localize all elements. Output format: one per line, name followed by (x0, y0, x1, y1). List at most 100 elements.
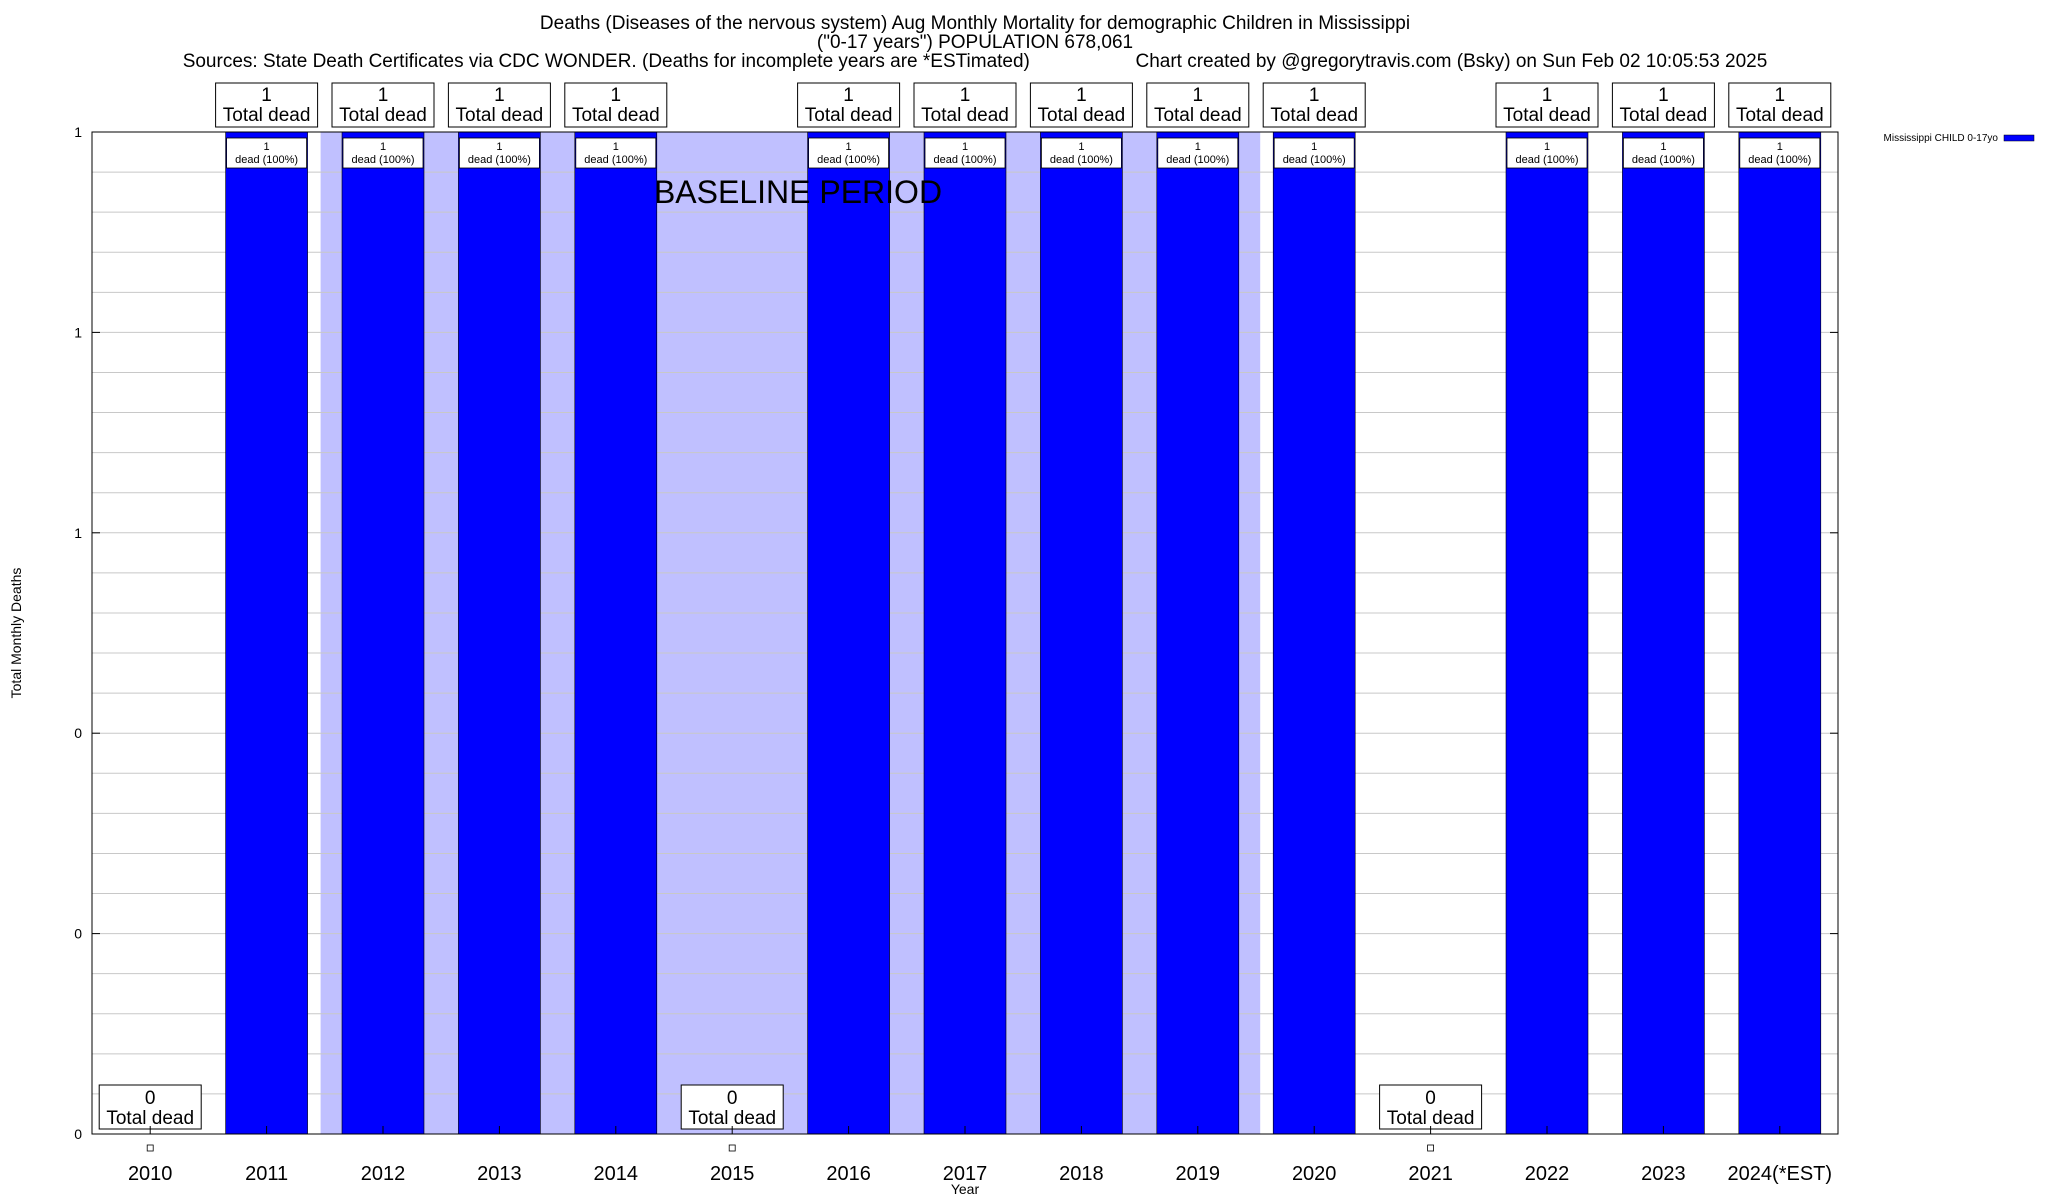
bar-label-value: 1 (1660, 141, 1666, 153)
bar-label-value: 1 (264, 141, 270, 153)
x-tick-label: 2016 (826, 1163, 871, 1185)
total-label-text: Total dead (1270, 105, 1358, 126)
x-tick-label: 2022 (1525, 1163, 1570, 1185)
x-tick-label: 2012 (361, 1163, 406, 1185)
total-label-text: Total dead (805, 105, 893, 126)
x-tick-label: 2018 (1059, 1163, 1104, 1185)
total-label-text: Total dead (1620, 105, 1708, 126)
bar-label-text: dead (100%) (468, 154, 531, 166)
x-tick-label: 2021 (1408, 1163, 1453, 1185)
total-label-value: 1 (1542, 85, 1553, 106)
bar-label-text: dead (100%) (1050, 154, 1113, 166)
x-tick-label: 2019 (1176, 1163, 1221, 1185)
y-tick-label: 1 (74, 324, 82, 340)
bar (574, 131, 658, 1135)
bar (458, 131, 541, 1135)
total-label-text: Total dead (572, 105, 660, 126)
total-label-text: Total dead (1038, 105, 1126, 126)
zero-marker (728, 1144, 736, 1152)
total-label-box (1495, 82, 1599, 128)
x-tick-label: 2024(*EST) (1728, 1163, 1833, 1185)
total-label-text: Total dead (223, 105, 311, 126)
chart-subtitle-line: Sources: State Death Certificates via CD… (0, 52, 1950, 71)
y-tick-label: 0 (74, 1126, 82, 1142)
legend-swatch (2003, 134, 2035, 142)
legend-label: Mississippi CHILD 0-17yo (1884, 133, 1999, 144)
total-label-box (98, 1084, 202, 1130)
total-label-box (1611, 82, 1715, 128)
bar-label-box (1739, 137, 1821, 169)
total-label-value: 0 (1425, 1088, 1436, 1109)
bar-label-value: 1 (1311, 141, 1317, 153)
zero-marker (1427, 1144, 1434, 1152)
bar-label-box (575, 137, 657, 169)
total-label-box (215, 82, 319, 128)
bar-label-box (1157, 137, 1239, 169)
total-label-text: Total dead (456, 105, 544, 126)
bar-label-value: 1 (1078, 141, 1084, 153)
total-label-value: 1 (1076, 85, 1087, 106)
total-label-box (331, 82, 435, 128)
total-label-box (913, 82, 1017, 128)
total-label-box (1146, 82, 1250, 128)
bar-label-box (1041, 137, 1122, 169)
total-label-text: Total dead (339, 105, 427, 126)
total-label-text: Total dead (1503, 105, 1591, 126)
total-label-box (797, 82, 901, 128)
total-label-text: Total dead (688, 1108, 776, 1129)
bar-label-value: 1 (613, 141, 619, 153)
bar-label-text: dead (100%) (352, 154, 415, 166)
chart-title-line-2: ("0-17 years") POPULATION 678,061 (816, 32, 1134, 53)
bar (1622, 131, 1705, 1135)
total-label-value: 1 (494, 85, 505, 106)
legend: Mississippi CHILD 0-17yo (1884, 133, 2035, 144)
total-label-box (447, 82, 551, 128)
bar (807, 131, 890, 1135)
baseline-period-label: BASELINE PERIOD (654, 174, 942, 210)
total-label-box (1029, 82, 1133, 128)
bar-label-value: 1 (496, 141, 502, 153)
total-label-value: 1 (378, 85, 389, 106)
chart-credit: Chart created by @gregorytravis.com (Bsk… (1135, 51, 1768, 72)
total-label-text: Total dead (921, 105, 1009, 126)
bar (923, 131, 1007, 1135)
total-label-value: 1 (843, 85, 854, 106)
bar (1040, 131, 1123, 1135)
bar-label-text: dead (100%) (1748, 154, 1811, 166)
bar-label-text: dead (100%) (235, 154, 298, 166)
bar (1272, 131, 1356, 1135)
x-tick-label: 2013 (477, 1163, 522, 1185)
bars (225, 131, 1822, 1135)
bar (1156, 131, 1240, 1135)
bar-label-box (226, 137, 308, 169)
x-tick-label: 2014 (594, 1163, 639, 1185)
total-label-text: Total dead (1736, 105, 1824, 126)
total-label-value: 1 (611, 85, 622, 106)
total-label-value: 1 (960, 85, 971, 106)
zero-marker (146, 1144, 154, 1152)
y-tick-label: 0 (74, 725, 82, 741)
total-label-text: Total dead (106, 1108, 194, 1129)
bar-label-box (1506, 137, 1588, 169)
x-tick-label: 2011 (245, 1163, 288, 1185)
y-axis-title: Total Monthly Deaths (8, 568, 24, 699)
total-label-box (1728, 82, 1832, 128)
bar-label-box (1273, 137, 1355, 169)
y-tick-label: 1 (74, 525, 82, 541)
total-label-value: 0 (145, 1088, 156, 1109)
x-tick-label: 2010 (128, 1163, 173, 1185)
bar (1738, 131, 1822, 1135)
bar-label-text: dead (100%) (1516, 154, 1579, 166)
bar-label-text: dead (100%) (817, 154, 880, 166)
axes: 0 0 0 1 1 1 2010 2011 2012 2013 2014 2015 2016 2017 20… (74, 124, 1838, 1185)
y-tick-label: 1 (74, 124, 82, 140)
chart-sources: Sources: State Death Certificates via CD… (182, 51, 1030, 72)
bar-label-text: dead (100%) (1632, 154, 1695, 166)
bar-label-value: 1 (380, 141, 386, 153)
bar (225, 131, 308, 1135)
x-tick-label: 2015 (710, 1163, 755, 1185)
bar-label-box (342, 137, 424, 169)
total-label-box (1379, 1084, 1483, 1130)
total-label-value: 1 (1193, 85, 1204, 106)
